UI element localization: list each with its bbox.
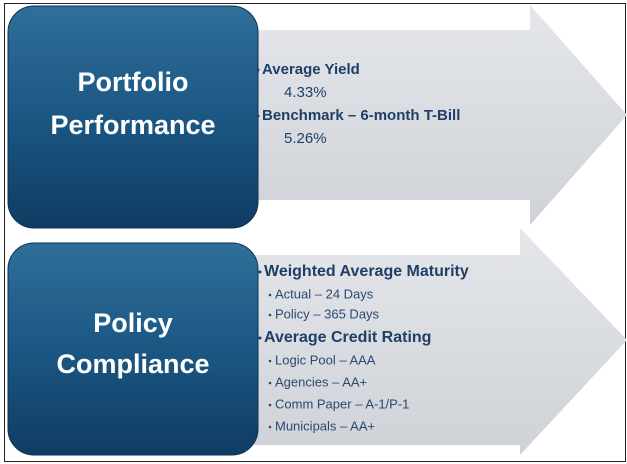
item-heading: Average Credit Rating: [264, 329, 431, 346]
section-title: Portfolio: [78, 67, 189, 97]
bullet: [268, 293, 272, 297]
item-detail: Municipals – AA+: [275, 418, 375, 433]
item-detail: Comm Paper – A-1/P-1: [275, 396, 409, 411]
item-detail: Policy – 365 Days: [275, 306, 380, 321]
item-heading: Weighted Average Maturity: [264, 263, 469, 280]
section-title: Policy: [93, 308, 173, 338]
bullet: [268, 313, 272, 317]
bullet: [258, 336, 262, 340]
arrow: [210, 5, 627, 225]
bullet: [258, 270, 262, 274]
arrow: [210, 228, 627, 455]
item-detail: Agencies – AA+: [275, 374, 367, 389]
item-detail: 4.33%: [284, 84, 327, 101]
item-heading: Benchmark – 6-month T-Bill: [262, 107, 460, 124]
bullet: [268, 359, 272, 363]
section-title: Compliance: [56, 349, 209, 379]
bullet: [256, 114, 260, 118]
item-heading: Average Yield: [262, 61, 360, 78]
item-detail: Logic Pool – AAA: [275, 352, 376, 367]
bullet: [268, 425, 272, 429]
item-detail: 5.26%: [284, 130, 327, 147]
item-detail: Actual – 24 Days: [275, 286, 374, 301]
bullet: [256, 68, 260, 72]
title-box: [7, 242, 259, 456]
bullet: [268, 381, 272, 385]
bullet: [268, 403, 272, 407]
section-title: Performance: [50, 110, 215, 140]
slide-border: [4, 3, 626, 462]
